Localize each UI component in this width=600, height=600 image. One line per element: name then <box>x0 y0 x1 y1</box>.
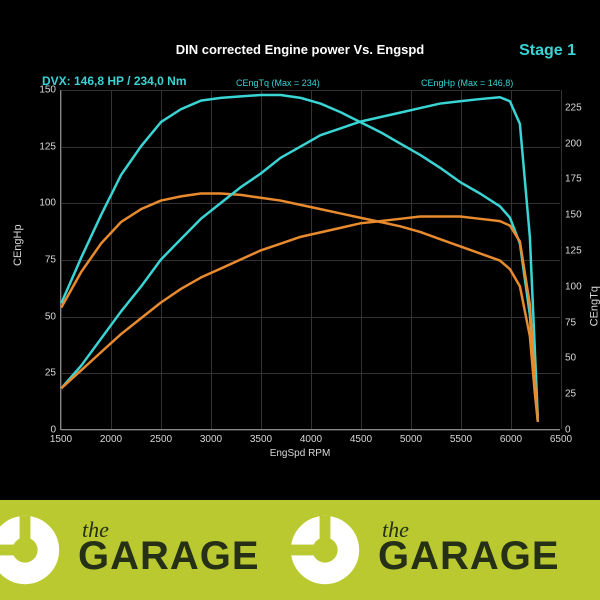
hp-curve-label: CEngHp (Max = 146,8) <box>421 78 513 88</box>
dvx-readout: DVX: 146,8 HP / 234,0 Nm <box>42 74 187 88</box>
x-axis-label: EngSpd RPM <box>0 448 600 459</box>
dyno-chart: DIN corrected Engine power Vs. Engspd St… <box>0 0 600 500</box>
garage-banner: the GARAGE the GARAGE <box>0 500 600 600</box>
chart-title: DIN corrected Engine power Vs. Engspd <box>0 42 600 57</box>
wrench-icon <box>0 505 70 595</box>
chart-curves <box>61 90 560 429</box>
stage-label: Stage 1 <box>519 42 576 60</box>
y-axis-left-label: CEngHp <box>12 224 24 266</box>
banner-garage-text: GARAGE <box>378 534 560 579</box>
torque-curve-label: CEngTq (Max = 234) <box>236 78 320 88</box>
wrench-icon <box>280 505 370 595</box>
banner-left: the GARAGE <box>0 500 300 600</box>
y-axis-right-label: CEngTq <box>588 286 600 326</box>
plot-area: 0255075100125150025507510012515017520022… <box>60 90 560 430</box>
banner-right: the GARAGE <box>300 500 600 600</box>
banner-garage-text: GARAGE <box>78 534 260 579</box>
